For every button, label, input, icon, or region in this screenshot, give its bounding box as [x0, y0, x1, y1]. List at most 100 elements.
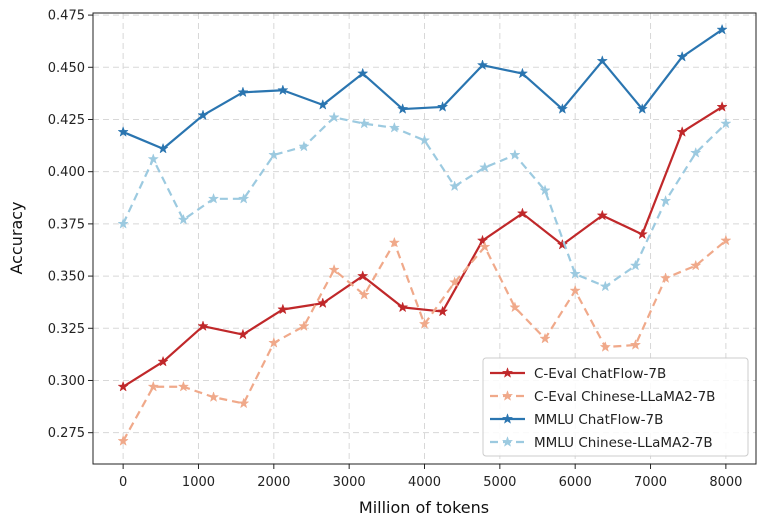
data-point: [476, 59, 489, 71]
data-point: [448, 276, 461, 288]
data-point: [509, 149, 521, 160]
data-point: [207, 391, 220, 403]
legend-marker: [501, 390, 514, 401]
data-point: [629, 259, 642, 271]
data-point: [117, 435, 129, 446]
legend-label: C-Eval Chinese-LLaMA2-7B: [534, 389, 715, 405]
data-point: [479, 240, 491, 252]
y-tick-label: 0.350: [48, 270, 85, 285]
data-point: [268, 336, 280, 348]
data-point: [629, 339, 642, 350]
data-point: [388, 236, 401, 248]
data-point: [197, 320, 209, 332]
legend-marker: [501, 436, 514, 447]
data-point: [636, 103, 648, 114]
data-point: [596, 55, 608, 66]
data-point: [509, 301, 521, 313]
legend-box: [482, 357, 749, 457]
data-point: [476, 234, 489, 246]
data-point: [277, 303, 289, 315]
x-tick-label: 6000: [559, 475, 592, 490]
data-point: [659, 272, 672, 283]
data-point: [207, 192, 220, 204]
data-point: [556, 238, 569, 250]
data-point: [357, 270, 369, 281]
data-point: [298, 140, 310, 152]
legend-marker: [501, 367, 514, 378]
data-point: [317, 98, 329, 110]
data-point: [599, 341, 611, 352]
data-point: [676, 126, 688, 137]
data-point: [177, 380, 190, 392]
x-axis-label: Million of tokens: [359, 498, 489, 517]
series-2: [117, 234, 732, 446]
data-point: [436, 305, 449, 317]
data-point: [237, 328, 249, 340]
legend-label: MMLU ChatFlow-7B: [534, 412, 663, 428]
data-point: [720, 234, 732, 246]
series-line: [122, 28, 723, 150]
data-point: [716, 100, 728, 112]
data-point: [117, 217, 129, 229]
data-point: [147, 153, 159, 164]
y-tick-label: 0.425: [48, 113, 85, 128]
data-point: [448, 180, 461, 192]
data-point: [690, 259, 702, 271]
y-tick-label: 0.300: [48, 374, 85, 389]
series-line: [122, 116, 727, 288]
legend-marker: [501, 413, 514, 424]
x-tick-label: 2000: [257, 475, 290, 490]
data-point: [357, 67, 369, 79]
legend: C-Eval ChatFlow-7B C-Eval Chinese-LLaMA2-…: [482, 357, 749, 457]
data-point: [388, 121, 401, 133]
legend-label: C-Eval ChatFlow-7B: [534, 366, 666, 382]
series-layer: [117, 23, 732, 446]
data-point: [516, 67, 529, 79]
y-tick-label: 0.400: [48, 165, 85, 180]
data-point: [117, 380, 129, 392]
y-tick-label: 0.325: [48, 322, 85, 337]
data-point: [358, 288, 370, 300]
series-4: [117, 111, 732, 292]
y-tick-label: 0.450: [48, 61, 85, 76]
x-tick-label: 3000: [333, 475, 366, 490]
data-point: [636, 228, 648, 240]
data-point: [418, 318, 431, 329]
x-tick-label: 0: [119, 475, 127, 490]
x-tick-label: 7000: [634, 475, 667, 490]
data-point: [328, 263, 340, 275]
y-axis-label: Accuracy: [7, 201, 26, 274]
x-tick-label: 8000: [709, 475, 742, 490]
data-point: [358, 117, 370, 129]
series-3: [117, 23, 728, 154]
y-tick-label: 0.375: [48, 217, 85, 232]
series-1: [117, 100, 728, 392]
data-point: [436, 100, 449, 112]
y-tick-label: 0.475: [48, 9, 85, 24]
data-point: [569, 268, 581, 279]
data-point: [298, 320, 310, 332]
data-point: [479, 161, 491, 173]
data-point: [516, 207, 529, 219]
data-point: [396, 103, 409, 114]
data-point: [317, 297, 329, 309]
data-point: [659, 194, 672, 206]
data-point: [676, 50, 688, 62]
data-point: [569, 284, 581, 296]
y-axis: 0.275 0.300 0.325 0.350 0.375 0.400 0.425 0.450…: [48, 9, 93, 441]
data-point: [556, 103, 569, 114]
data-point: [599, 280, 611, 292]
data-point: [197, 109, 209, 121]
data-point: [596, 209, 608, 221]
data-point: [268, 149, 280, 160]
x-tick-label: 5000: [483, 475, 516, 490]
data-point: [418, 134, 431, 146]
x-axis: 0 1000 2000 3000 4000 5000 6000 7000 8000: [119, 464, 742, 490]
data-point: [716, 23, 728, 35]
data-point: [720, 117, 732, 129]
data-point: [157, 142, 169, 154]
data-point: [238, 397, 250, 409]
data-point: [147, 380, 159, 392]
data-point: [238, 192, 250, 204]
